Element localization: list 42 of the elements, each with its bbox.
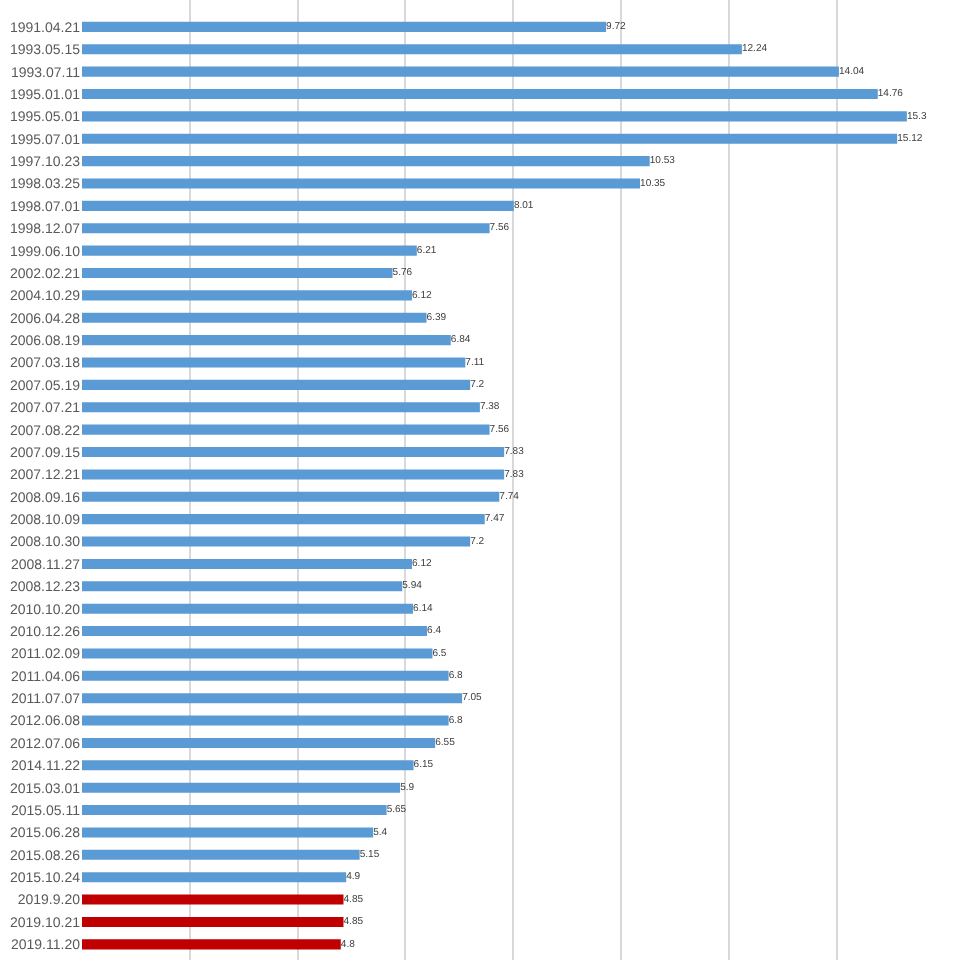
bar [82, 894, 344, 905]
bar [82, 514, 485, 525]
bar [82, 827, 374, 838]
bar [82, 872, 347, 883]
bar [82, 200, 514, 211]
bar [82, 223, 490, 234]
bar [82, 603, 414, 614]
bar [82, 469, 505, 480]
bar [82, 111, 907, 122]
bar [82, 133, 898, 144]
bar [82, 939, 341, 950]
bar [82, 357, 466, 368]
bar [82, 715, 449, 726]
bar [82, 245, 417, 256]
bar [82, 849, 360, 860]
bar [82, 558, 412, 569]
bar [82, 670, 449, 681]
bar [82, 424, 490, 435]
bar [82, 760, 414, 771]
bar [82, 648, 433, 659]
bar [82, 88, 878, 100]
bar [82, 267, 393, 279]
bar [82, 312, 427, 323]
bar [82, 402, 480, 413]
bar [82, 379, 471, 390]
bar [82, 290, 412, 301]
bar [82, 782, 401, 793]
bar [82, 536, 471, 547]
bar [82, 805, 387, 816]
bar [82, 693, 463, 704]
bar [82, 335, 451, 346]
bar [82, 491, 500, 502]
bar [82, 916, 344, 927]
bar [82, 626, 428, 637]
bar [82, 178, 640, 189]
bar [82, 737, 436, 748]
bar [82, 156, 650, 167]
bar [82, 66, 839, 77]
bar [82, 581, 403, 592]
bar [82, 21, 607, 32]
bar [82, 44, 742, 55]
bar [82, 447, 505, 458]
